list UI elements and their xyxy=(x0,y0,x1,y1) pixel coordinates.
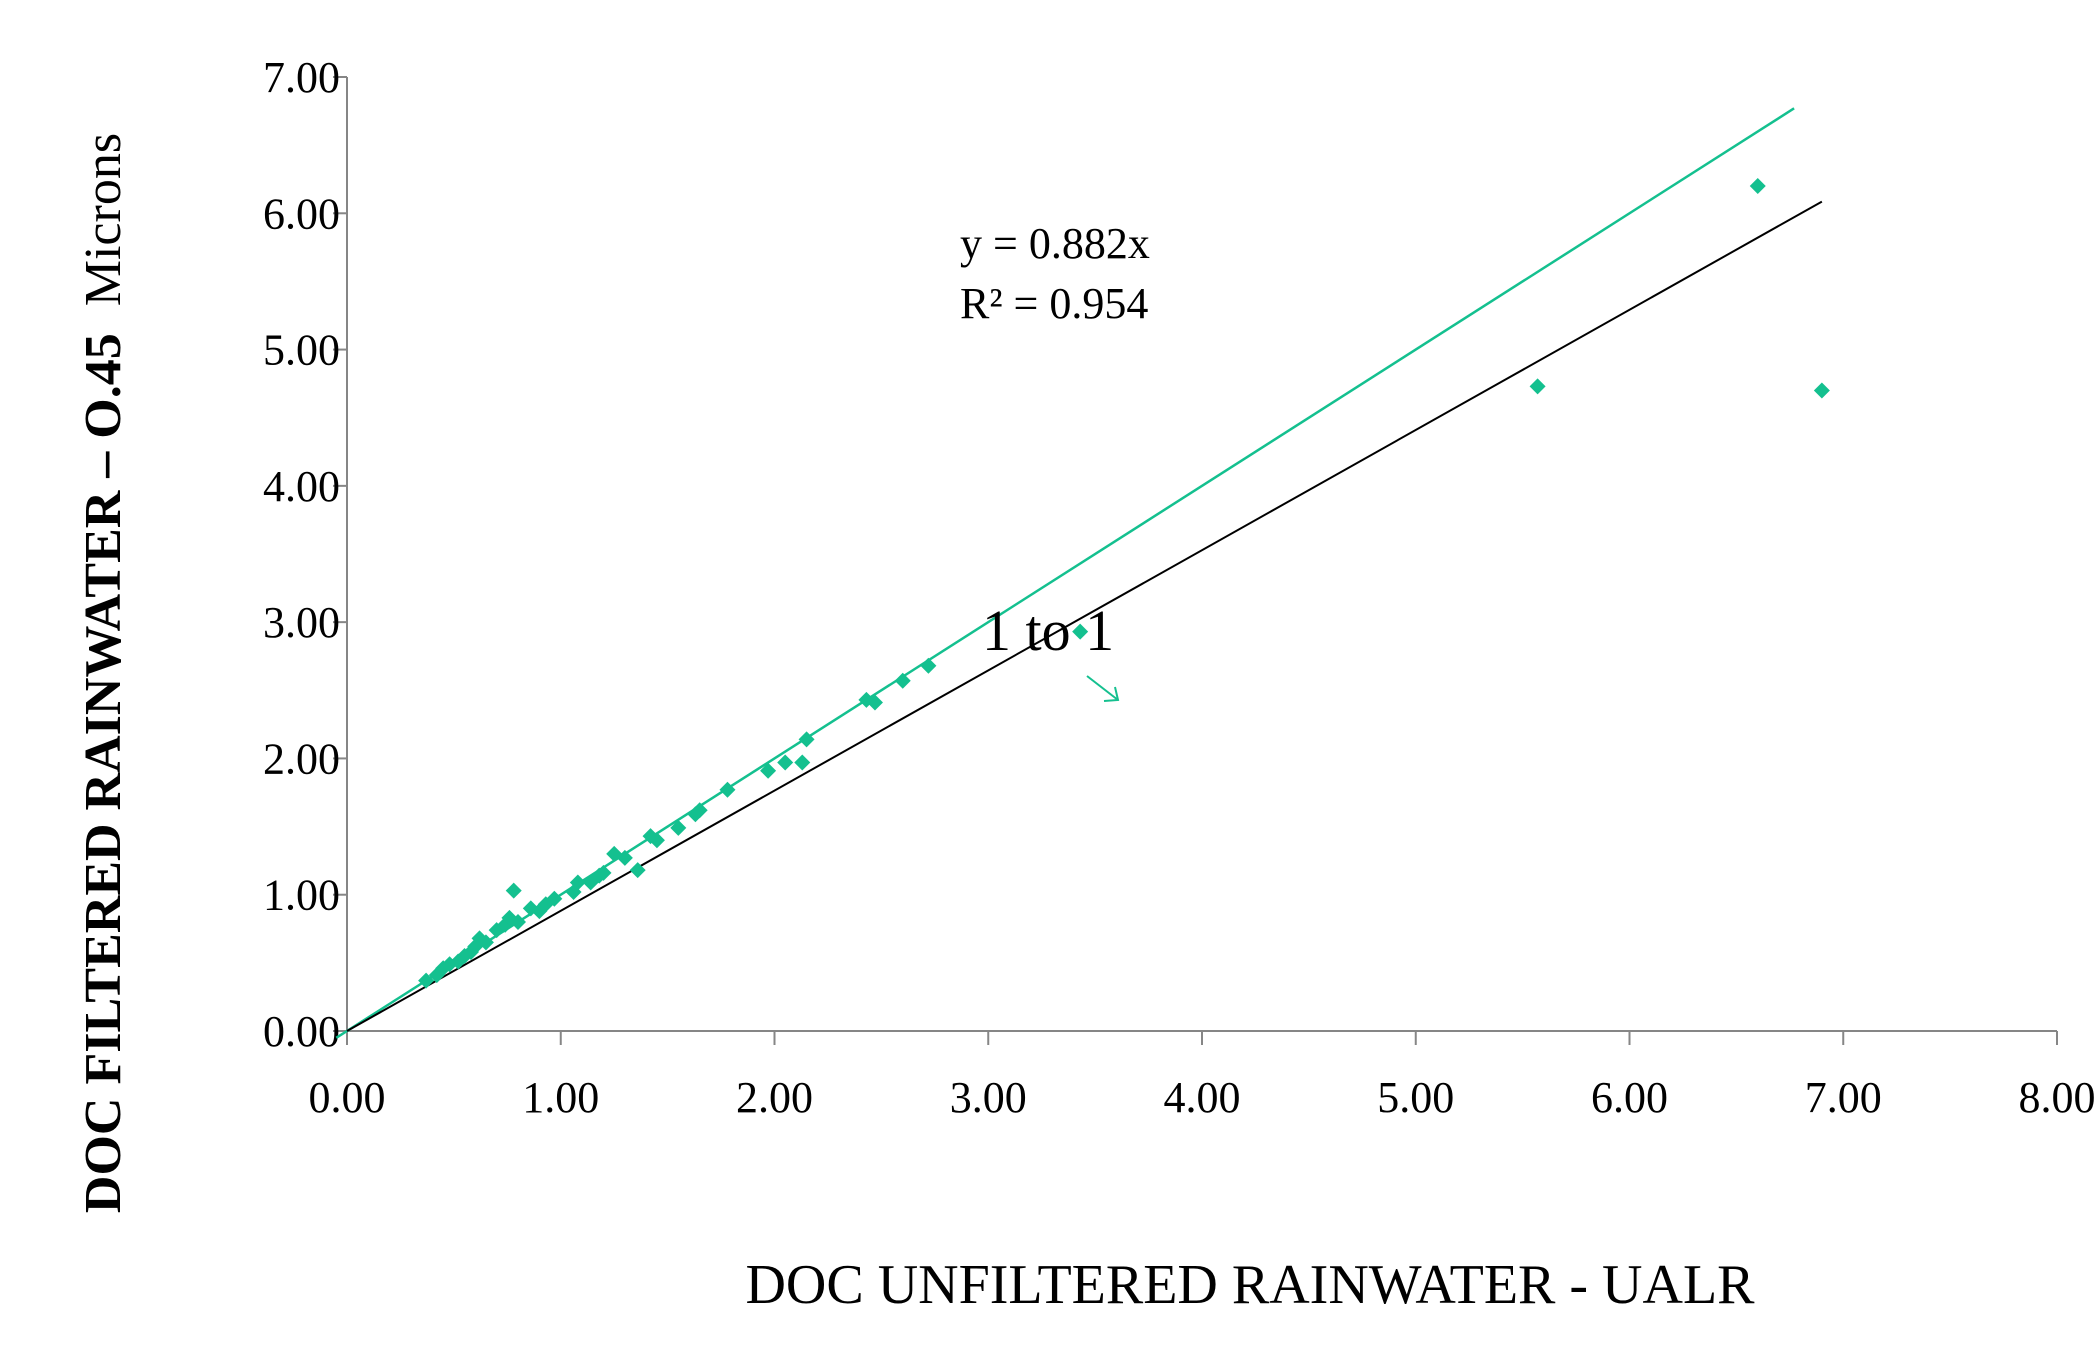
y-axis-title-tail: Microns xyxy=(75,133,132,306)
data-point xyxy=(1813,382,1830,399)
data-point xyxy=(648,832,665,849)
data-point xyxy=(777,754,794,771)
data-point xyxy=(546,890,563,907)
equation-label: y = 0.882x xyxy=(960,219,1150,268)
data-point xyxy=(691,802,708,819)
y-tick-label: 4.00 xyxy=(263,462,340,511)
trendline xyxy=(346,200,1823,1032)
y-tick-label: 5.00 xyxy=(263,326,340,375)
data-point xyxy=(629,862,646,879)
data-point xyxy=(894,672,911,689)
data-point xyxy=(418,972,435,989)
data-point xyxy=(866,694,883,711)
data-points xyxy=(418,178,1830,989)
data-point xyxy=(920,657,937,674)
data-point xyxy=(616,849,633,866)
ticks: 0.00 1.00 2.00 3.00 4.00 5.00 6.00 7.00 0.00 1.00… xyxy=(263,53,2096,1122)
data-point xyxy=(794,754,811,771)
y-tick-label: 7.00 xyxy=(263,53,340,102)
y-tick-label: 3.00 xyxy=(263,598,340,647)
data-point xyxy=(569,874,586,891)
x-axis-title: DOC UNFILTERED RAINWATER - UALR xyxy=(745,1254,1755,1316)
one-to-one-label: 1 to 1 xyxy=(982,598,1114,663)
y-axis-title-bold: DOC FILTERED RAINWATER – O.45 xyxy=(75,333,132,1213)
x-tick-label: 4.00 xyxy=(1164,1073,1241,1122)
data-point xyxy=(1749,178,1766,195)
y-tick-label: 1.00 xyxy=(263,871,340,920)
y-tick-label: 0.00 xyxy=(263,1007,340,1056)
x-tick-label: 0.00 xyxy=(309,1073,386,1122)
x-tick-label: 8.00 xyxy=(2019,1073,2096,1122)
data-point xyxy=(719,781,736,798)
y-tick-label: 6.00 xyxy=(263,189,340,238)
data-point xyxy=(595,864,612,881)
y-tick-label: 2.00 xyxy=(263,734,340,783)
y-axis-title: DOC FILTERED RAINWATER – O.45 Microns xyxy=(75,133,132,1213)
data-point xyxy=(798,731,815,748)
x-tick-label: 7.00 xyxy=(1805,1073,1882,1122)
data-point xyxy=(477,934,494,951)
data-point xyxy=(505,882,522,899)
data-point xyxy=(1072,623,1089,640)
data-point xyxy=(510,913,526,930)
x-tick-label: 2.00 xyxy=(736,1073,813,1122)
x-tick-label: 1.00 xyxy=(522,1073,599,1122)
x-tick-label: 5.00 xyxy=(1377,1073,1454,1122)
data-point xyxy=(760,762,777,779)
arrow-head xyxy=(1103,686,1120,702)
data-point xyxy=(1529,378,1546,395)
x-tick-label: 3.00 xyxy=(950,1073,1027,1122)
one-to-one-arrow xyxy=(1086,675,1120,702)
arrow-shaft xyxy=(1086,675,1119,701)
x-tick-label: 6.00 xyxy=(1591,1073,1668,1122)
data-point xyxy=(670,819,687,836)
r-squared-label: R² = 0.954 xyxy=(960,279,1148,328)
